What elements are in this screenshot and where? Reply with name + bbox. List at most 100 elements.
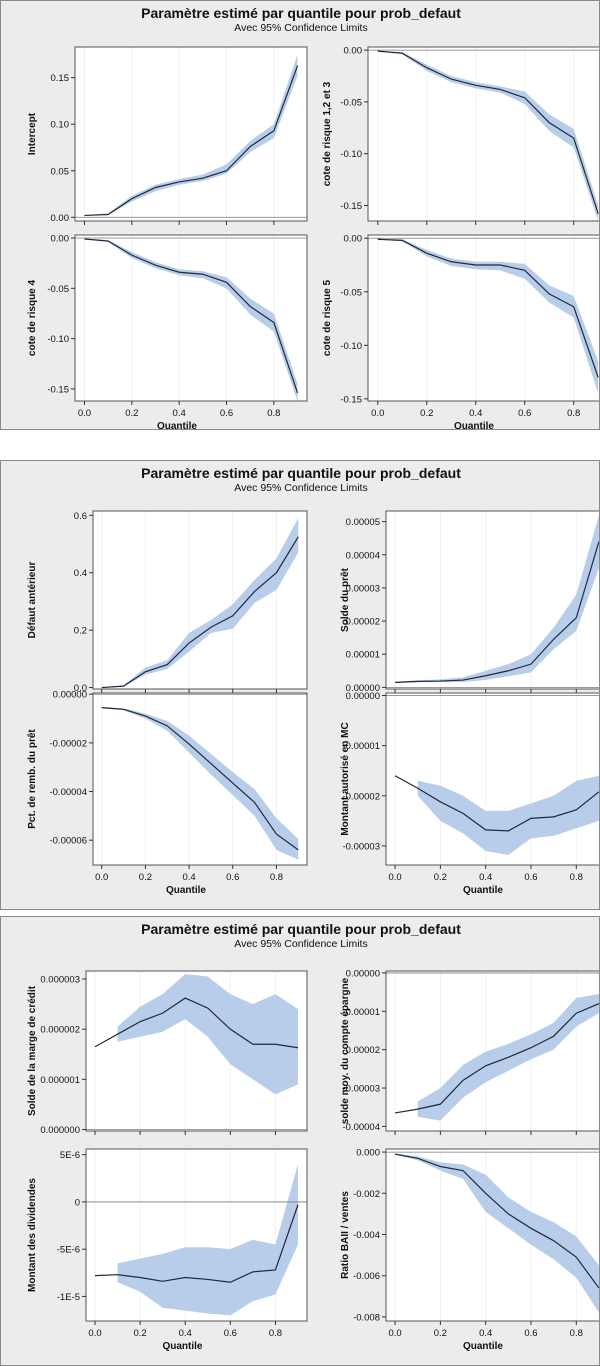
panel-subtitle: Avec 95% Confidence Limits [234,22,368,34]
y-tick-label: 0.05 [51,166,70,177]
y-tick-label: -0.00004 [49,787,87,798]
y-tick-label: -0.00003 [342,1084,380,1095]
x-tick-label: 0.2 [139,872,152,883]
y-tick-label: 0 [75,1197,80,1208]
confidence-band [84,238,298,401]
y-tick-label: 0.00 [51,213,70,224]
y-axis-label: cote de risque 4 [27,279,38,356]
y-tick-label: 0.000002 [40,1025,80,1036]
y-axis-label: Ratio BAII / ventes [340,1191,351,1279]
plot-frame [385,1148,599,1322]
plot-frame [385,970,599,1132]
y-tick-label: -0.00002 [49,738,87,749]
confidence-band [395,1153,599,1313]
x-tick-label: 0.6 [224,1328,237,1339]
y-tick-label: -0.008 [353,1312,380,1323]
y-tick-label: -0.00002 [342,1045,380,1056]
y-tick-label: -0.10 [340,341,362,352]
x-tick-label: 0.6 [220,408,233,419]
x-tick-label: 0.6 [226,872,239,883]
y-tick-label: 0.000 [356,1148,380,1159]
estimate-line [377,50,599,214]
estimate-line [101,536,299,689]
x-tick-label: 0.0 [88,1328,101,1339]
y-axis-label: Solde de la marge de crédit [27,985,38,1116]
y-tick-label: 0.6 [74,511,87,522]
y-axis-label: Montant des dividendes [27,1178,38,1292]
y-axis-label: Intercept [27,112,38,155]
confidence-band [377,238,599,394]
panel-1: Paramètre estimé par quantile pour prob_… [0,0,600,430]
confidence-band [395,514,599,684]
x-tick-label: 0.2 [125,408,138,419]
y-tick-label: 0.00004 [346,550,380,561]
x-tick-label: 0.0 [371,408,384,419]
x-tick-label: 0.0 [388,1328,401,1339]
x-tick-label: 0.6 [518,408,531,419]
subplot-3: 0.00000 -0.00002 -0.00004 -0.00006 0.0 0.2 0.4… [27,690,308,896]
subplot-2: 0.00 -0.05 -0.10 -0.15 cote de risque 1,2 et… [322,46,599,225]
x-tick-label: 0.0 [78,408,91,419]
confidence-band [117,974,298,1095]
estimate-line [394,1153,599,1289]
y-axis-label: Montant autorisé en MC [340,722,351,835]
y-tick-label: 0.000001 [40,1075,80,1086]
y-tick-label: 0.00001 [346,650,380,661]
y-axis-label: Défaut antérieur [27,562,38,639]
y-tick-label: -0.00006 [49,836,87,847]
subplot-3: 5E-6 0 -5E-6 -1E-5 0.0 0.2 0.4 0.6 0.8 Quantile Mo… [27,1148,308,1352]
y-tick-label: 0.2 [74,626,87,637]
y-tick-label: 0.00 [344,46,363,57]
x-axis-label: Quantile [162,1341,202,1352]
x-tick-label: 0.6 [524,1328,537,1339]
panel-subtitle: Avec 95% Confidence Limits [234,938,368,950]
x-tick-label: 0.4 [179,1328,192,1339]
y-tick-label: -1E-5 [57,1292,80,1303]
estimate-line [394,775,599,832]
y-axis-label: Solde du prêt [340,567,351,632]
plot-background [368,235,599,401]
subplot-2: 0.00000 0.00001 0.00002 0.00003 0.00004 0.000… [340,510,599,694]
x-tick-label: 0.2 [420,408,433,419]
y-tick-label: 0.00 [344,234,363,245]
y-tick-label: 0.00 [51,234,70,245]
subplot-4: 0.00 -0.05 -0.10 -0.15 0.0 0.2 0.4 0.6 0.8 Quanti… [322,234,599,430]
y-tick-label: 0.00000 [346,968,380,979]
x-tick-label: 0.2 [134,1328,147,1339]
plot-background [93,511,307,689]
y-tick-label: -0.002 [353,1189,380,1200]
estimate-line [101,706,299,851]
y-tick-label: -0.00002 [342,791,380,802]
panel-subtitle: Avec 95% Confidence Limits [234,482,368,494]
y-tick-label: -0.00001 [342,1007,380,1018]
y-axis-label: solde moy. du compte épargne [340,977,351,1124]
y-tick-label: -0.05 [340,287,362,298]
y-tick-label: 0.00003 [346,583,380,594]
x-axis-label: Quantile [454,421,494,430]
y-tick-label: -0.00004 [342,1122,380,1133]
y-axis-label: Pct. de remb. du prêt [27,729,38,829]
y-tick-label: 0.00000 [346,683,380,694]
plot-frame [367,234,599,402]
estimate-line [394,1003,599,1114]
estimate-line [84,65,299,217]
y-tick-label: -0.15 [340,394,362,405]
x-tick-label: 0.8 [570,872,583,883]
confidence-band [377,50,599,221]
x-tick-label: 0.2 [434,872,447,883]
estimate-line [94,997,299,1049]
y-tick-label: 0.000003 [40,975,80,986]
plot-frame [74,234,308,402]
y-tick-label: -0.05 [47,284,69,295]
y-tick-label: 0.00002 [346,617,380,628]
estimate-line [395,541,599,683]
panel-1-charts: 0.00 0.05 0.10 0.15 Intercept 0.00 -0.05 -0.10 -… [27,46,599,430]
y-tick-label: 0.00000 [53,690,87,701]
x-axis-label: Quantile [463,885,503,896]
x-tick-label: 0.8 [570,1328,583,1339]
x-tick-label: 0.4 [182,872,195,883]
panel-title: Paramètre estimé par quantile pour prob_… [141,921,461,937]
